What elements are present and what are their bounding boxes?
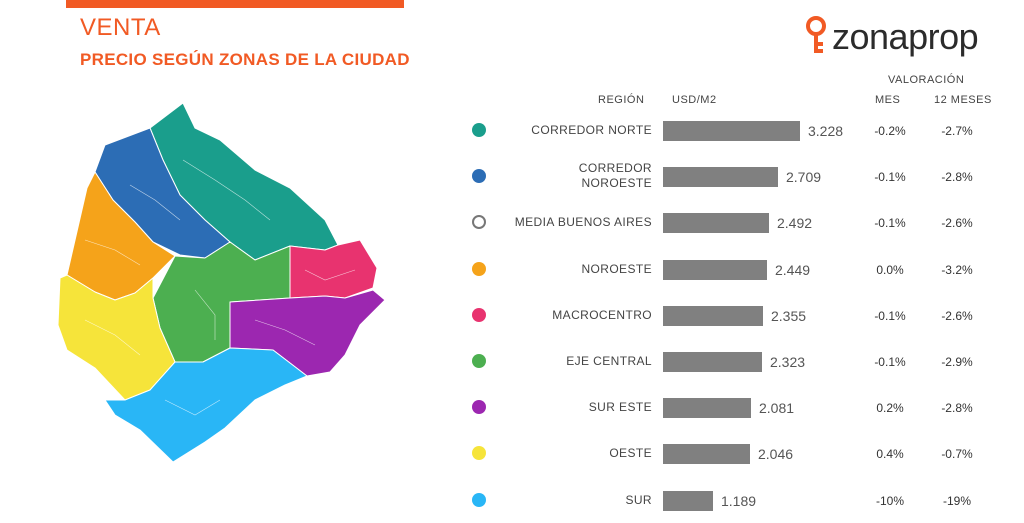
mes-value: -0.1% — [874, 216, 906, 230]
price-value-label: 3.228 — [808, 123, 844, 139]
header-valoracion: VALORACIÓN — [888, 74, 965, 86]
logo-text: zonaprop — [832, 16, 979, 57]
price-bar — [663, 167, 778, 187]
region-label: EJE CENTRAL — [452, 354, 652, 369]
top-accent-bar — [66, 0, 404, 8]
mes-value: -0.1% — [874, 309, 906, 323]
legend-dot — [472, 354, 486, 368]
legend-dot — [472, 400, 486, 414]
doce-meses-value: -2.6% — [941, 216, 973, 230]
price-bar — [663, 491, 713, 511]
header-region: REGIÓN — [598, 94, 645, 106]
region-label-line: MEDIA BUENOS AIRES — [514, 215, 652, 229]
region-label-line: MACROCENTRO — [552, 308, 652, 322]
chart-row: SUR ESTE 2.081 0.2% -2.8% — [0, 395, 1024, 425]
region-label-line: SUR — [625, 493, 652, 507]
header-usd-m2: USD/M2 — [672, 94, 717, 106]
region-label-line: SUR ESTE — [588, 400, 652, 414]
price-bar — [663, 121, 800, 141]
region-label: MEDIA BUENOS AIRES — [452, 215, 652, 230]
chart-row: NOROESTE 2.449 0.0% -3.2% — [0, 257, 1024, 287]
price-value-label: 2.081 — [759, 400, 795, 416]
price-bar — [663, 352, 762, 372]
region-label-line: EJE CENTRAL — [566, 354, 652, 368]
region-label: SUR ESTE — [452, 400, 652, 415]
mes-value: -0.1% — [874, 355, 906, 369]
legend-dot — [472, 169, 486, 183]
region-label: CORREDOR NOROESTE — [452, 161, 652, 191]
region-label-line: NOROESTE — [581, 176, 652, 190]
price-bar — [663, 444, 750, 464]
price-value-label: 2.492 — [777, 215, 813, 231]
key-icon — [806, 16, 826, 53]
doce-meses-value: -2.7% — [941, 124, 973, 138]
price-bar — [663, 306, 763, 326]
page-title: VENTA — [80, 14, 161, 41]
doce-meses-value: -2.8% — [941, 170, 973, 184]
price-value-label: 2.709 — [786, 169, 822, 185]
mes-value: 0.2% — [876, 401, 904, 415]
price-value-label: 1.189 — [721, 493, 757, 509]
legend-dot — [472, 308, 486, 322]
mes-value: -0.2% — [874, 124, 906, 138]
price-value-label: 2.046 — [758, 446, 794, 462]
mes-value: -0.1% — [874, 170, 906, 184]
region-label-line: CORREDOR NORTE — [531, 123, 652, 137]
legend-dot — [472, 446, 486, 460]
chart-row: MACROCENTRO 2.355 -0.1% -2.6% — [0, 303, 1024, 333]
map-zone-sur — [104, 347, 308, 463]
price-value-label: 2.355 — [771, 308, 807, 324]
legend-dot — [472, 262, 486, 276]
price-bar — [663, 398, 751, 418]
price-bar — [663, 213, 769, 233]
region-label: NOROESTE — [452, 262, 652, 277]
price-value-label: 2.449 — [775, 262, 811, 278]
price-value-label: 2.323 — [770, 354, 806, 370]
doce-meses-value: -2.6% — [941, 309, 973, 323]
region-label: SUR — [452, 493, 652, 508]
region-label: MACROCENTRO — [452, 308, 652, 323]
doce-meses-value: -0.7% — [941, 447, 973, 461]
doce-meses-value: -19% — [942, 494, 971, 508]
zonaprop-logo: zonaprop — [806, 14, 996, 62]
chart-row: MEDIA BUENOS AIRES 2.492 -0.1% -2.6% — [0, 210, 1024, 240]
legend-dot — [472, 123, 486, 137]
legend-dot — [472, 493, 486, 507]
doce-meses-value: -2.9% — [941, 355, 973, 369]
region-label-line: OESTE — [609, 446, 652, 460]
region-label-line: NOROESTE — [581, 262, 652, 276]
chart-row: OESTE 2.046 0.4% -0.7% — [0, 441, 1024, 471]
doce-meses-value: -3.2% — [941, 263, 973, 277]
region-label: OESTE — [452, 446, 652, 461]
mes-value: 0.0% — [876, 263, 904, 277]
map-zone-oeste — [57, 274, 176, 401]
legend-dot — [472, 215, 486, 229]
header-mes: MES — [875, 94, 901, 106]
chart-row: CORREDOR NOROESTE 2.709 -0.1% -2.8% — [0, 161, 1024, 194]
doce-meses-value: -2.8% — [941, 401, 973, 415]
chart-row: SUR 1.189 -10% -19% — [0, 488, 1024, 518]
region-label: CORREDOR NORTE — [452, 123, 652, 138]
region-label-line: CORREDOR — [578, 161, 652, 175]
mes-value: 0.4% — [876, 447, 904, 461]
mes-value: -10% — [875, 494, 904, 508]
header-12-meses: 12 MESES — [934, 94, 992, 106]
page-subtitle: PRECIO SEGÚN ZONAS DE LA CIUDAD — [80, 50, 410, 69]
price-bar — [663, 260, 767, 280]
chart-row: CORREDOR NORTE 3.228 -0.2% -2.7% — [0, 118, 1024, 148]
chart-row: EJE CENTRAL 2.323 -0.1% -2.9% — [0, 349, 1024, 379]
city-zones-map — [57, 102, 386, 463]
